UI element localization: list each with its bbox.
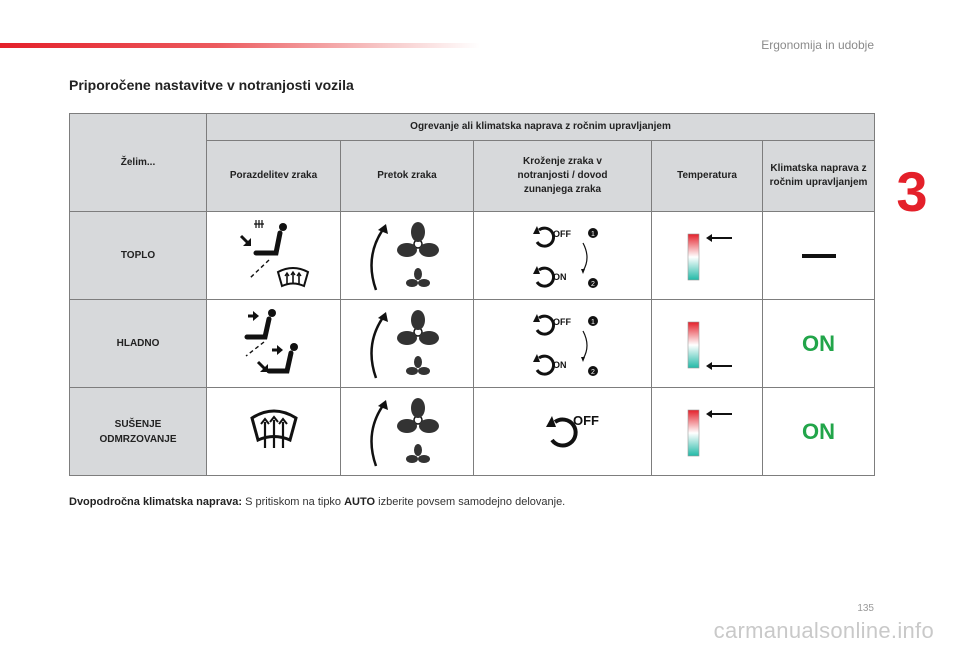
- recirculation-on-label: ON: [553, 272, 567, 282]
- fan-speed-high-icon: [370, 309, 439, 378]
- group-header: Ogrevanje ali klimatska naprava z ročnim…: [205, 113, 876, 141]
- section-title: Ergonomija in udobje: [761, 38, 874, 52]
- ac-cell: ON: [761, 387, 876, 476]
- ac-dash-indicator: [801, 253, 836, 258]
- column-header-distribution: Porazdelitev zraka: [206, 140, 341, 212]
- temperature-gauge-icon: [687, 409, 732, 456]
- column-header-temperature: Temperatura: [651, 140, 763, 212]
- row-label: TOPLO: [69, 211, 207, 300]
- face-and-feet-vent-icon: [256, 342, 298, 373]
- table-row: SUŠENJE ODMRZOVANJE OFF: [69, 387, 876, 476]
- distribution-cell: [206, 211, 341, 300]
- column-header-flow: Pretok zraka: [340, 140, 474, 212]
- step-two-badge: 2: [591, 369, 595, 376]
- column-header-recirculation: Kroženje zraka v notranjosti / dovod zun…: [473, 140, 652, 212]
- flow-cell: [340, 299, 474, 388]
- temperature-cell: [651, 299, 763, 388]
- step-two-badge: 2: [591, 281, 595, 288]
- distribution-cell: [206, 387, 341, 476]
- ac-cell: ON: [761, 299, 876, 388]
- chapter-number: 3: [896, 160, 928, 223]
- corner-label: Želim...: [69, 113, 207, 212]
- defrost-occupant-icon: [239, 219, 287, 255]
- footnote-text-b: izberite povsem samodejno delovanje.: [375, 496, 566, 508]
- recirculation-off-label: OFF: [573, 413, 599, 428]
- face-vent-icon: [244, 308, 276, 339]
- footnote-lead: Dvopodročna klimatska naprava:: [69, 496, 243, 508]
- temperature-gauge-icon: [687, 233, 732, 280]
- recirculation-off-label: OFF: [553, 317, 571, 327]
- recirculation-cell: OFF ON 1 2: [473, 299, 652, 388]
- row-label: SUŠENJE ODMRZOVANJE: [69, 387, 207, 476]
- recirculation-icon: [545, 415, 578, 447]
- flow-cell: [340, 211, 474, 300]
- row-label: HLADNO: [69, 299, 207, 388]
- step-one-badge: 1: [591, 231, 595, 238]
- footnote-text-a: S pritiskom na tipko: [242, 496, 345, 508]
- recirculation-off-label: OFF: [553, 229, 571, 239]
- recirculation-icon: [532, 313, 555, 376]
- recirculation-cell: OFF: [473, 387, 652, 476]
- watermark: carmanualsonline.info: [713, 618, 934, 643]
- fan-speed-high-icon: [370, 221, 439, 290]
- ac-cell: [761, 211, 876, 300]
- recirculation-icon: [532, 225, 555, 288]
- top-accent-bar: [0, 43, 480, 48]
- fan-speed-high-icon: [370, 397, 439, 466]
- temperature-cell: [651, 211, 763, 300]
- flow-cell: [340, 387, 474, 476]
- table-row: TOPLO: [69, 211, 876, 300]
- column-header-ac: Klimatska naprava z ročnim upravljanjem: [761, 140, 876, 212]
- page-number: 135: [857, 603, 874, 614]
- ac-on-indicator: ON: [802, 418, 836, 444]
- footnote-key: AUTO: [344, 496, 376, 508]
- table-row: HLADNO: [69, 299, 876, 388]
- settings-table: Želim... Ogrevanje ali klimatska naprava…: [69, 113, 876, 476]
- ac-on-indicator: ON: [802, 330, 836, 356]
- temperature-gauge-icon: [687, 321, 732, 370]
- footnote: Dvopodročna klimatska naprava: S pritisk…: [69, 496, 565, 508]
- windscreen-defrost-icon: [249, 409, 298, 448]
- temperature-cell: [651, 387, 763, 476]
- recirculation-cell: OFF ON 1 2: [473, 211, 652, 300]
- distribution-cell: [206, 299, 341, 388]
- step-one-badge: 1: [591, 319, 595, 326]
- windscreen-defrost-icon: [276, 266, 309, 287]
- page-title: Priporočene nastavitve v notranjosti voz…: [69, 77, 354, 93]
- recirculation-on-label: ON: [553, 360, 567, 370]
